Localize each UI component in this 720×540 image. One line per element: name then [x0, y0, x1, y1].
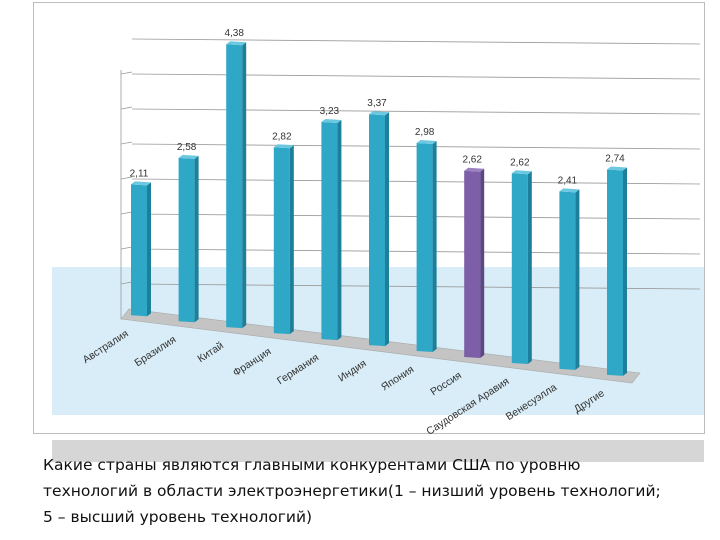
bar-side — [527, 171, 532, 364]
bar — [131, 184, 147, 317]
tick-label: Австралия — [81, 328, 131, 366]
data-label: 3,37 — [367, 98, 387, 109]
tick-label: Бразилия — [132, 334, 178, 370]
bar-side — [432, 141, 437, 353]
gridline — [131, 73, 701, 80]
gridline-left — [120, 141, 133, 145]
bar-side — [242, 42, 247, 329]
bar-top — [559, 188, 580, 193]
bar-top — [273, 144, 294, 149]
data-label: 3,23 — [320, 106, 340, 117]
data-label: 2,41 — [558, 175, 578, 186]
tick-label: Франция — [231, 346, 274, 380]
bar-top — [178, 154, 199, 159]
bar — [273, 147, 290, 335]
data-label: 2,74 — [605, 153, 625, 164]
bar-side — [385, 112, 389, 347]
tick-label: Китай — [195, 340, 225, 366]
bar — [559, 191, 576, 370]
bar-top — [464, 167, 485, 172]
caption-line-2: технологий в области электроэнергетики(1… — [43, 482, 661, 500]
bar-top — [226, 41, 247, 46]
bar — [607, 169, 623, 376]
data-label: 4,38 — [224, 28, 244, 39]
bar-top — [321, 119, 342, 124]
gridline-left — [120, 211, 133, 215]
data-label: 2,98 — [415, 127, 435, 138]
bar — [416, 143, 433, 353]
gridline — [131, 108, 701, 115]
bar-side — [480, 168, 485, 358]
gridline-left — [120, 176, 133, 180]
bar — [226, 44, 243, 329]
bar-side — [147, 182, 151, 317]
data-label: 2,58 — [177, 142, 197, 153]
bar-side — [575, 189, 580, 370]
gridline-left — [120, 71, 133, 75]
bar — [511, 173, 528, 364]
gridline — [131, 38, 701, 45]
bar-top — [511, 170, 532, 175]
bar-top — [416, 140, 437, 145]
tick-label: Россия — [428, 369, 463, 398]
tick-label: Индия — [336, 358, 369, 385]
data-label: 2,11 — [130, 168, 149, 179]
tick-label: Другие — [572, 387, 607, 415]
bar-side — [623, 167, 627, 376]
bar — [464, 170, 481, 358]
tick-label: Венесуэлла — [504, 381, 559, 423]
caption-line-3: 5 – высший уровень технологий) — [43, 508, 313, 526]
bar-side — [194, 155, 199, 323]
caption-strip — [52, 440, 704, 462]
data-label: 2,62 — [462, 155, 482, 166]
bar-top — [369, 111, 389, 116]
caption-line-1: Какие страны являются главными конкурент… — [43, 456, 581, 474]
gridline-left — [120, 106, 133, 110]
bar — [178, 157, 195, 323]
chart-floor — [120, 308, 641, 384]
chart-caption: Какие страны являются главными конкурент… — [43, 452, 713, 530]
tick-label: Германия — [275, 352, 321, 388]
bar-side — [289, 145, 294, 335]
bar-side — [337, 120, 342, 341]
data-label: 2,62 — [510, 157, 530, 168]
gridline-left — [120, 281, 133, 285]
gridline-left — [120, 246, 133, 250]
bar — [369, 114, 385, 347]
bar-top — [131, 181, 151, 186]
bar — [321, 122, 338, 341]
data-label: 2,82 — [272, 131, 292, 142]
gridline — [131, 143, 701, 150]
tick-label: Япония — [379, 363, 416, 393]
bar-top — [607, 166, 627, 171]
